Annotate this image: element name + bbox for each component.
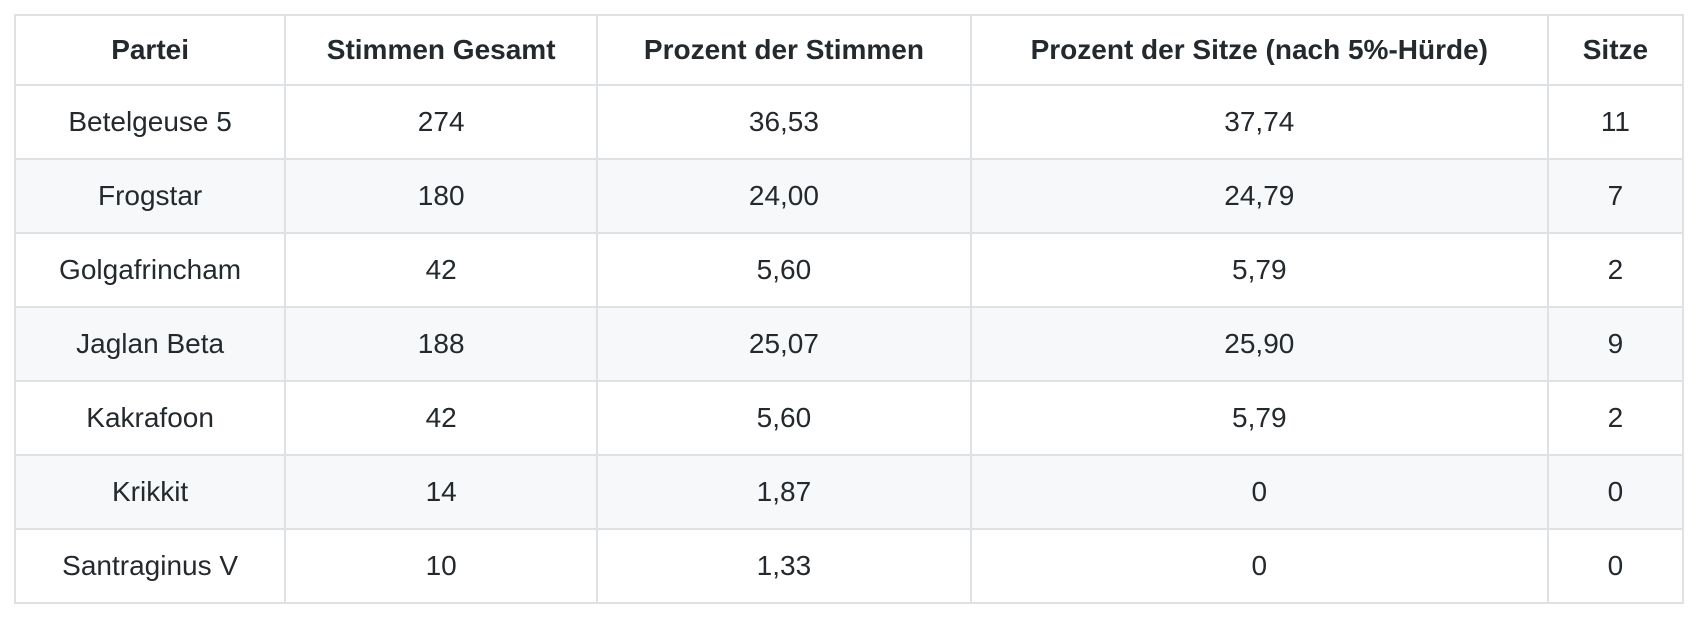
cell-stimmen-gesamt: 14 (284, 454, 599, 530)
cell-prozent-sitze: 24,79 (969, 158, 1549, 234)
table-row: Jaglan Beta 188 25,07 25,90 9 (13, 306, 1685, 382)
cell-sitze: 7 (1546, 158, 1685, 234)
cell-partei: Betelgeuse 5 (13, 84, 287, 160)
table-row: Santraginus V 10 1,33 0 0 (13, 528, 1685, 604)
cell-prozent-sitze: 5,79 (969, 232, 1549, 308)
header-row: Partei Stimmen Gesamt Prozent der Stimme… (13, 14, 1685, 86)
cell-prozent-stimmen: 36,53 (596, 84, 972, 160)
column-header-partei: Partei (13, 14, 287, 86)
column-header-prozent-sitze: Prozent der Sitze (nach 5%-Hürde) (969, 14, 1549, 86)
cell-prozent-stimmen: 24,00 (596, 158, 972, 234)
cell-prozent-sitze: 0 (969, 528, 1549, 604)
table-row: Kakrafoon 42 5,60 5,79 2 (13, 380, 1685, 456)
cell-prozent-sitze: 0 (969, 454, 1549, 530)
cell-prozent-stimmen: 5,60 (596, 380, 972, 456)
table-header: Partei Stimmen Gesamt Prozent der Stimme… (13, 14, 1685, 86)
column-header-stimmen-gesamt: Stimmen Gesamt (284, 14, 599, 86)
cell-stimmen-gesamt: 10 (284, 528, 599, 604)
cell-partei: Santraginus V (13, 528, 287, 604)
cell-sitze: 0 (1546, 454, 1685, 530)
table-row: Betelgeuse 5 274 36,53 37,74 11 (13, 84, 1685, 160)
cell-prozent-stimmen: 1,33 (596, 528, 972, 604)
cell-sitze: 9 (1546, 306, 1685, 382)
cell-stimmen-gesamt: 180 (284, 158, 599, 234)
cell-stimmen-gesamt: 188 (284, 306, 599, 382)
cell-prozent-sitze: 37,74 (969, 84, 1549, 160)
column-header-sitze: Sitze (1546, 14, 1685, 86)
cell-prozent-sitze: 5,79 (969, 380, 1549, 456)
cell-prozent-stimmen: 1,87 (596, 454, 972, 530)
table-row: Krikkit 14 1,87 0 0 (13, 454, 1685, 530)
cell-sitze: 2 (1546, 232, 1685, 308)
cell-prozent-stimmen: 5,60 (596, 232, 972, 308)
cell-partei: Golgafrincham (13, 232, 287, 308)
table-row: Golgafrincham 42 5,60 5,79 2 (13, 232, 1685, 308)
cell-partei: Frogstar (13, 158, 287, 234)
cell-stimmen-gesamt: 274 (284, 84, 599, 160)
cell-sitze: 0 (1546, 528, 1685, 604)
cell-sitze: 11 (1546, 84, 1685, 160)
cell-partei: Krikkit (13, 454, 287, 530)
cell-prozent-sitze: 25,90 (969, 306, 1549, 382)
column-header-prozent-stimmen: Prozent der Stimmen (596, 14, 972, 86)
table-body: Betelgeuse 5 274 36,53 37,74 11 Frogstar… (13, 84, 1685, 604)
cell-stimmen-gesamt: 42 (284, 380, 599, 456)
cell-sitze: 2 (1546, 380, 1685, 456)
election-results-table: Partei Stimmen Gesamt Prozent der Stimme… (13, 14, 1685, 604)
cell-stimmen-gesamt: 42 (284, 232, 599, 308)
cell-partei: Jaglan Beta (13, 306, 287, 382)
cell-partei: Kakrafoon (13, 380, 287, 456)
table-row: Frogstar 180 24,00 24,79 7 (13, 158, 1685, 234)
cell-prozent-stimmen: 25,07 (596, 306, 972, 382)
